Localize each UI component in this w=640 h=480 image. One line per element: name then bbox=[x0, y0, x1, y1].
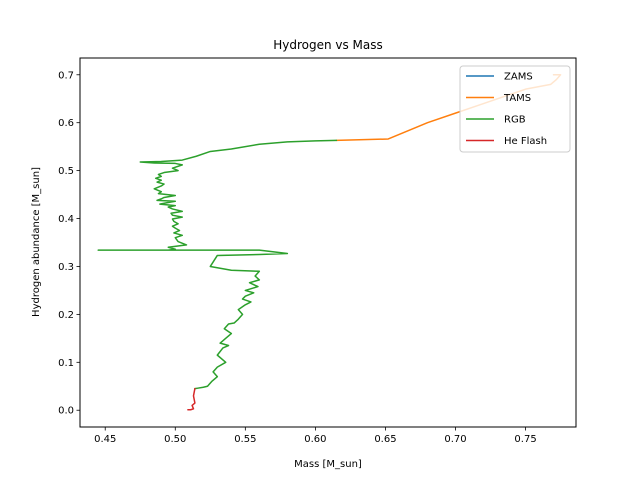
x-tick-label: 0.75 bbox=[514, 434, 536, 445]
series-line-he-flash bbox=[187, 387, 196, 411]
x-tick-label: 0.60 bbox=[304, 434, 326, 445]
legend-label-rgb: RGB bbox=[504, 115, 526, 126]
series-line-rgb bbox=[97, 139, 338, 390]
y-tick-label: 0.5 bbox=[58, 166, 74, 177]
axes-frame bbox=[79, 57, 577, 428]
legend-label-tams: TAMS bbox=[503, 93, 531, 104]
chart-title: Hydrogen vs Mass bbox=[273, 38, 383, 52]
y-tick-label: 0.4 bbox=[58, 214, 74, 225]
y-tick-label: 0.0 bbox=[58, 406, 74, 417]
x-tick-label: 0.65 bbox=[374, 434, 396, 445]
legend-box bbox=[459, 65, 571, 153]
y-tick-label: 0.3 bbox=[58, 262, 74, 273]
y-tick-label: 0.1 bbox=[58, 358, 74, 369]
y-axis-label: Hydrogen abundance [M_sun] bbox=[31, 167, 42, 317]
y-tick-label: 0.7 bbox=[58, 70, 74, 81]
x-axis-label: Mass [M_sun] bbox=[294, 459, 362, 470]
y-tick-label: 0.2 bbox=[58, 310, 74, 321]
x-tick-label: 0.50 bbox=[164, 434, 186, 445]
legend-label-he-flash: He Flash bbox=[504, 136, 547, 147]
legend: ZAMS TAMS RGB He Flash bbox=[459, 65, 571, 153]
legend-label-zams: ZAMS bbox=[504, 72, 533, 83]
x-tick-label: 0.70 bbox=[444, 434, 466, 445]
y-tick-label: 0.6 bbox=[58, 118, 74, 129]
x-tick-label: 0.55 bbox=[234, 434, 256, 445]
y-axis: 0.0 0.1 0.2 0.3 0.4 0.5 0.6 0.7 bbox=[58, 70, 80, 417]
x-axis: 0.45 0.50 0.55 0.60 0.65 0.70 0.75 bbox=[94, 427, 537, 445]
x-tick-label: 0.45 bbox=[94, 434, 116, 445]
